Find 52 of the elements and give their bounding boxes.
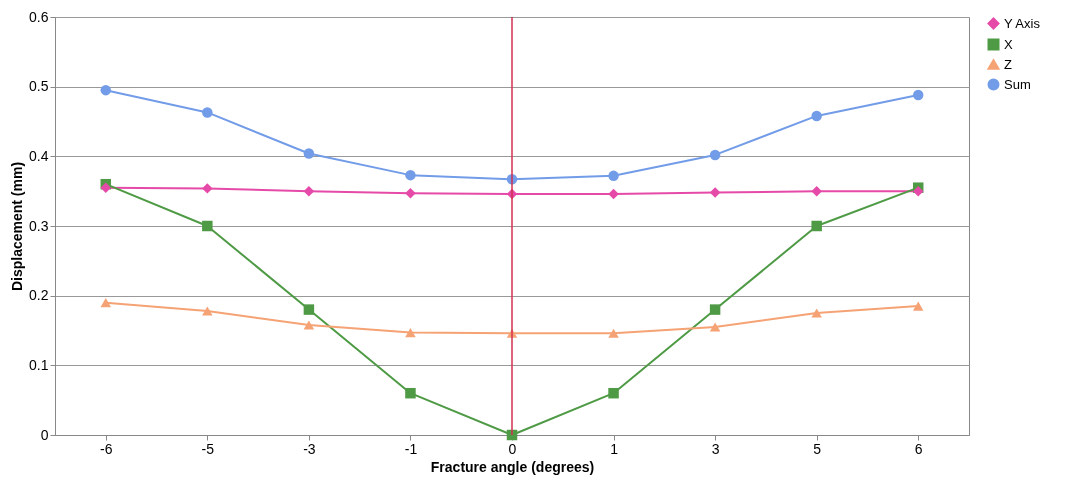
point bbox=[709, 304, 721, 315]
point bbox=[303, 320, 315, 330]
y-tick-label: 0.1 bbox=[29, 356, 49, 373]
y-tick-label: 0.3 bbox=[29, 217, 49, 234]
point bbox=[811, 308, 822, 318]
x-tick-label: 3 bbox=[711, 440, 720, 457]
y-tick-label: 0 bbox=[40, 426, 49, 443]
point bbox=[303, 304, 315, 315]
point bbox=[303, 148, 315, 159]
x-tick-label: -5 bbox=[201, 440, 215, 457]
legend-label: Z bbox=[1004, 56, 1012, 72]
point bbox=[405, 328, 416, 338]
legend-label: X bbox=[1004, 36, 1013, 52]
point bbox=[912, 89, 924, 101]
point bbox=[202, 183, 213, 194]
point bbox=[202, 306, 213, 316]
y-axis-title: Displacement (mm) bbox=[9, 161, 26, 292]
x-tick-label: 5 bbox=[813, 440, 822, 457]
x-tick-label: 1 bbox=[610, 440, 619, 457]
point bbox=[202, 107, 213, 118]
point bbox=[303, 185, 315, 197]
point bbox=[100, 298, 112, 308]
y-tick-label: 0.2 bbox=[29, 287, 49, 304]
y-tick-label: 0.5 bbox=[29, 78, 49, 95]
y-tick-label: 0.4 bbox=[29, 147, 49, 164]
x-tick-label: 6 bbox=[914, 440, 923, 457]
point bbox=[811, 110, 822, 122]
point bbox=[709, 187, 721, 198]
point bbox=[709, 149, 721, 161]
legend-label: Y Axis bbox=[1004, 15, 1041, 31]
point bbox=[912, 185, 924, 197]
point bbox=[608, 170, 619, 182]
point bbox=[608, 188, 619, 200]
point bbox=[608, 387, 619, 399]
x-tick-label: -6 bbox=[100, 440, 113, 457]
point bbox=[811, 220, 822, 232]
x-tick-label: -3 bbox=[303, 440, 316, 457]
x-tick-label: 0 bbox=[508, 440, 517, 457]
point bbox=[608, 328, 619, 338]
legend-label: Sum bbox=[1004, 76, 1031, 92]
point bbox=[811, 185, 822, 197]
point bbox=[405, 188, 416, 199]
y-tick-label: 0.6 bbox=[29, 8, 49, 25]
point bbox=[202, 220, 213, 232]
point bbox=[709, 322, 721, 332]
point bbox=[100, 84, 112, 96]
point bbox=[405, 169, 416, 181]
x-axis-title: Fracture angle (degrees) bbox=[430, 458, 595, 475]
point bbox=[912, 301, 924, 311]
point bbox=[100, 182, 112, 193]
point bbox=[405, 387, 416, 399]
x-tick-label: -1 bbox=[404, 440, 418, 457]
